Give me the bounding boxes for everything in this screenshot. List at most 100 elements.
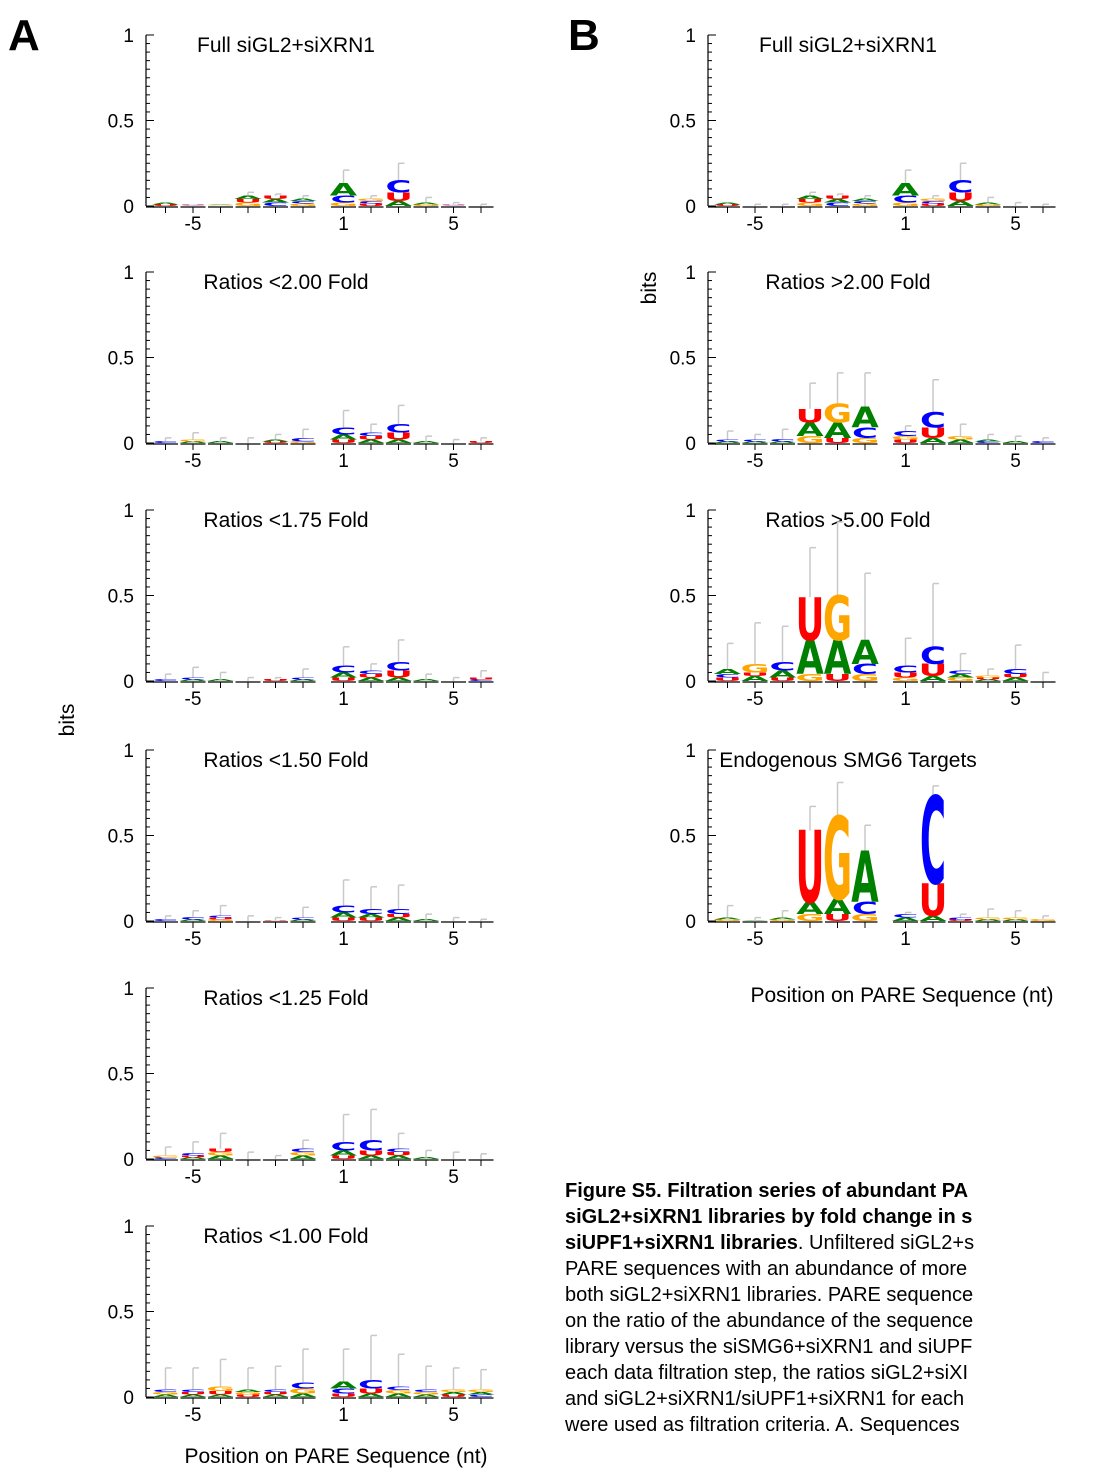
nucleotide-u: U: [796, 587, 825, 655]
nucleotide-a: A: [385, 917, 413, 922]
x-tick-label: 5: [1010, 451, 1021, 472]
nucleotide-a: A: [851, 401, 879, 435]
nucleotide-a: A: [919, 915, 947, 923]
nucleotide-a: A: [234, 1389, 262, 1393]
nucleotide-g: G: [891, 677, 920, 682]
nucleotide-c: C: [742, 439, 768, 442]
nucleotide-c: C: [852, 899, 878, 919]
nucleotide-c: C: [153, 441, 179, 444]
nucleotide-u: U: [919, 203, 948, 207]
nucleotide-c: C: [770, 660, 796, 673]
nucleotide-c: C: [358, 432, 384, 437]
nucleotide-a: A: [769, 917, 797, 920]
nucleotide-c: C: [290, 437, 316, 442]
nucleotide-c: C: [290, 1148, 316, 1153]
x-axis-label-b: Position on PARE Sequence (nt): [750, 984, 1053, 1007]
nucleotide-a: A: [330, 1149, 358, 1157]
nucleotide-g: G: [288, 441, 317, 444]
nucleotide-a: A: [714, 668, 742, 676]
nucleotide-a: A: [974, 439, 1002, 442]
caption-bold-line: siGL2+siXRN1 libraries by fold change in…: [565, 1206, 973, 1228]
nucleotide-u: U: [329, 1393, 358, 1398]
chart-title: Full siGL2+siXRN1: [759, 34, 937, 57]
nucleotide-c: C: [331, 426, 357, 437]
nucleotide-a: A: [179, 1157, 207, 1160]
y-tick-label: 1: [685, 26, 696, 47]
caption-line: PARE sequences with an abundance of more: [565, 1258, 968, 1280]
nucleotide-c: C: [852, 200, 878, 204]
y-tick-label: 0.5: [670, 827, 696, 848]
nucleotide-c: C: [893, 194, 919, 205]
nucleotide-a: A: [207, 1394, 235, 1398]
nucleotide-u: U: [823, 195, 852, 200]
nucleotide-a: A: [824, 418, 852, 443]
nucleotide-a: A: [796, 899, 824, 919]
nucleotide-c: C: [358, 200, 384, 204]
caption-line: and siGL2+siXRN1/siUPF1+siXRN1 for each: [565, 1388, 965, 1410]
nucleotide-u: U: [823, 437, 852, 445]
x-tick-label: 5: [448, 929, 459, 950]
x-tick-label: 1: [900, 214, 911, 235]
nucleotide-c: C: [893, 430, 919, 438]
nucleotide-a: A: [824, 198, 852, 203]
nucleotide-c: C: [715, 439, 741, 442]
nucleotide-a: A: [412, 919, 440, 922]
nucleotide-u: U: [206, 1148, 235, 1153]
chart-title: Ratios <1.25 Fold: [203, 987, 368, 1010]
x-tick-label: 5: [1010, 214, 1021, 235]
nucleotide-g: G: [1001, 917, 1030, 920]
nucleotide-a: A: [179, 1394, 207, 1398]
y-tick-label: 1: [123, 741, 134, 762]
x-tick-label: 1: [900, 451, 911, 472]
nucleotide-g: G: [206, 205, 235, 206]
y-tick-label: 1: [123, 263, 134, 284]
nucleotide-g: G: [795, 913, 824, 924]
y-tick-label: 1: [123, 979, 134, 1000]
nucleotide-c: C: [153, 1157, 179, 1160]
y-tick-label: 0: [685, 434, 696, 455]
y-tick-label: 0.5: [108, 349, 134, 370]
nucleotide-u: U: [439, 204, 468, 205]
nucleotide-a: A: [330, 911, 358, 919]
nucleotide-a: A: [412, 202, 440, 205]
nucleotide-a: A: [1002, 677, 1030, 682]
nucleotide-a: A: [974, 919, 1002, 922]
nucleotide-c: C: [208, 915, 234, 918]
nucleotide-a: A: [769, 441, 797, 444]
nucleotide-u: U: [234, 198, 263, 203]
nucleotide-u: U: [329, 439, 358, 444]
x-tick-label: 1: [338, 451, 349, 472]
x-tick-label: -5: [185, 451, 202, 472]
nucleotide-a: A: [207, 441, 235, 444]
x-tick-label: -5: [747, 929, 764, 950]
caption-line: were used as filtration criteria. A. Seq…: [565, 1414, 960, 1436]
nucleotide-a: A: [851, 838, 879, 920]
nucleotide-g: G: [946, 677, 975, 682]
y-tick-label: 0.5: [670, 587, 696, 608]
nucleotide-g: G: [795, 435, 824, 446]
nucleotide-a: A: [892, 180, 920, 200]
nucleotide-a: A: [289, 1393, 317, 1398]
y-tick-label: 1: [685, 741, 696, 762]
nucleotide-u: U: [261, 195, 290, 200]
nucleotide-u: U: [261, 679, 290, 682]
nucleotide-a: A: [179, 441, 207, 444]
nucleotide-a: A: [714, 202, 742, 205]
nucleotide-u: U: [823, 673, 852, 684]
nucleotide-u: U: [384, 431, 413, 442]
y-tick-label: 1: [685, 501, 696, 522]
nucleotide-a: A: [796, 419, 823, 441]
nucleotide-a: A: [769, 669, 796, 680]
caption-line-mixed: siUPF1+siXRN1 libraries. Unfiltered siGL…: [565, 1230, 1097, 1256]
x-tick-label: 1: [338, 929, 349, 950]
nucleotide-a: A: [919, 675, 947, 683]
x-tick-label: -5: [185, 689, 202, 710]
x-tick-label: 1: [900, 689, 911, 710]
y-tick-label: 0: [685, 672, 696, 693]
nucleotide-a: A: [152, 1394, 180, 1398]
nucleotide-u: U: [357, 203, 386, 207]
nucleotide-a: A: [330, 180, 358, 200]
nucleotide-a: A: [330, 433, 358, 441]
nucleotide-a: A: [412, 1157, 440, 1160]
